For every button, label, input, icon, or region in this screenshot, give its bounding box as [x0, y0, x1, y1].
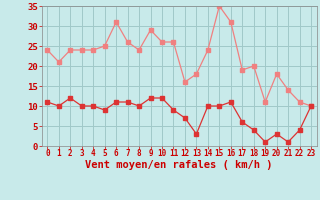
X-axis label: Vent moyen/en rafales ( km/h ): Vent moyen/en rafales ( km/h ) [85, 160, 273, 170]
